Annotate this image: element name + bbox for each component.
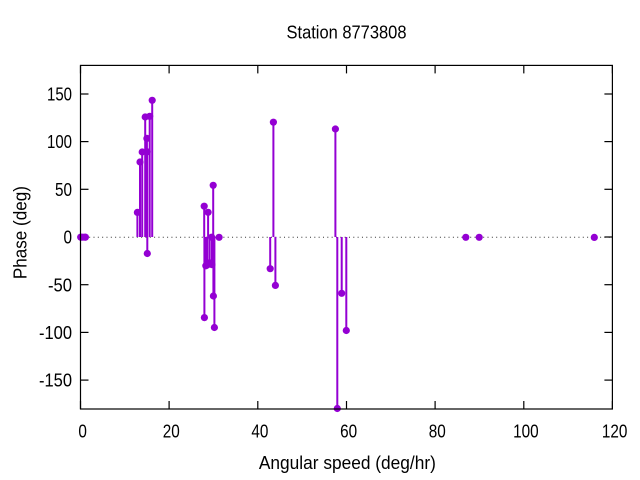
svg-text:80: 80 [429, 422, 446, 442]
svg-text:Phase (deg): Phase (deg) [10, 186, 30, 279]
svg-text:100: 100 [47, 132, 72, 152]
svg-text:50: 50 [55, 180, 72, 200]
svg-text:Station 8773808: Station 8773808 [287, 23, 407, 43]
svg-text:-50: -50 [48, 275, 72, 295]
svg-text:0: 0 [64, 228, 73, 248]
svg-text:0: 0 [78, 422, 87, 442]
svg-text:100: 100 [513, 422, 539, 442]
svg-text:Angular speed (deg/hr): Angular speed (deg/hr) [259, 453, 436, 473]
svg-text:120: 120 [602, 422, 628, 442]
svg-text:60: 60 [340, 422, 357, 442]
svg-text:20: 20 [163, 422, 180, 442]
svg-text:150: 150 [47, 85, 72, 105]
svg-text:-100: -100 [39, 323, 72, 343]
svg-text:40: 40 [251, 422, 268, 442]
svg-text:-150: -150 [39, 371, 72, 391]
